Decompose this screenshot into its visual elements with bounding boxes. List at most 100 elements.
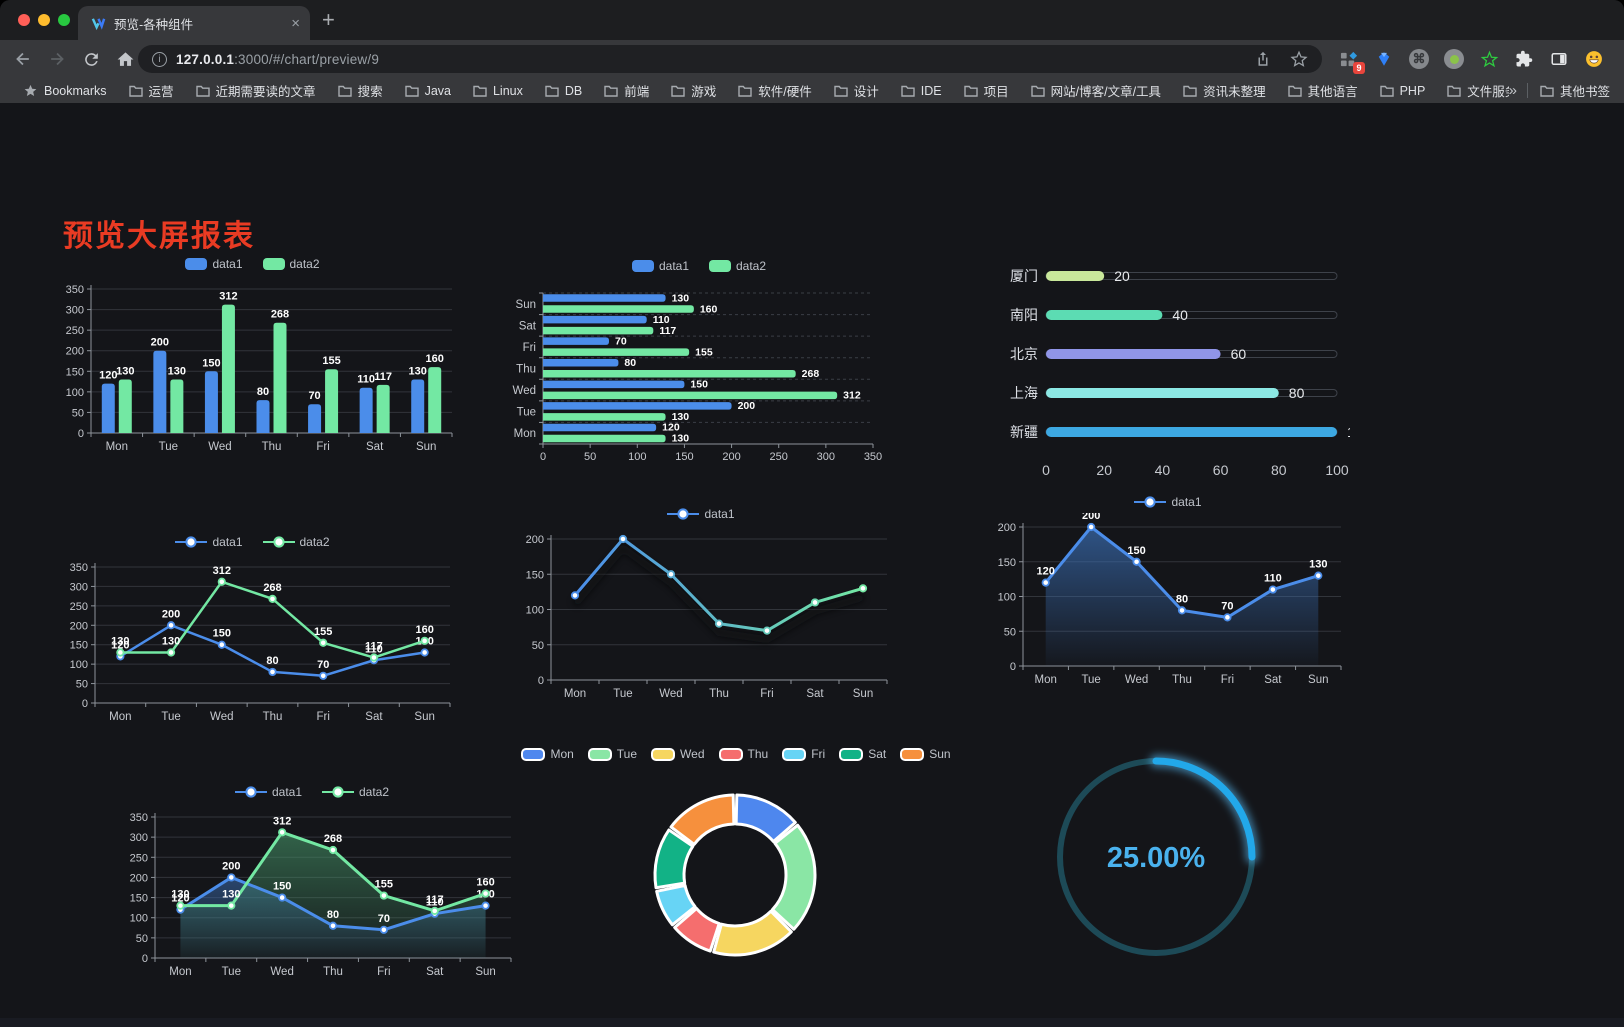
legend-item-data1[interactable]: data1 <box>234 785 302 799</box>
svg-text:200: 200 <box>722 451 740 463</box>
svg-text:200: 200 <box>1082 513 1100 522</box>
legend-item-Wed[interactable]: Wed <box>651 747 705 761</box>
share-icon[interactable] <box>1254 50 1272 68</box>
back-button[interactable] <box>12 48 34 70</box>
bookmark-folder[interactable]: 近期需要读的文章 <box>185 81 327 100</box>
legend-item-data2[interactable]: data2 <box>262 535 330 549</box>
bookmark-folder[interactable]: 资讯未整理 <box>1172 81 1277 100</box>
chart-line-gradient[interactable]: data1 0 50 100 150 200 Mon Tue Wed Thu Fri Sat Sun <box>505 503 897 713</box>
svg-text:Thu: Thu <box>516 364 536 376</box>
extensions-puzzle-icon[interactable] <box>1513 48 1535 70</box>
svg-text:Tue: Tue <box>222 966 241 978</box>
chart-bar-horizontal[interactable]: data1 data2 Sun Sat Fri Thu Wed Tue Mon 0 50 100 150… <box>503 255 895 467</box>
bookmark-folder[interactable]: 项目 <box>953 81 1020 100</box>
window-close-button[interactable] <box>18 14 30 26</box>
emoji-extension-icon[interactable] <box>1583 48 1605 70</box>
chart-bar-vertical[interactable]: data1 data2 0 50 100 150 200 250 300 350 Mon Tue Wed… <box>45 253 460 465</box>
bookmarks-bar: Bookmarks 运营 近期需要读的文章 搜索 Java Linux DB 前端 游戏 软件/… <box>0 78 1624 103</box>
pie-chart-canvas[interactable] <box>545 767 927 965</box>
bookmark-folder[interactable]: 搜索 <box>327 81 394 100</box>
chart-line-two[interactable]: data1 data2 0 50 100 150 200 250 300 350 Mon Tue Wed… <box>45 531 460 736</box>
legend-item-data1[interactable]: data1 <box>631 259 689 273</box>
capsule-chart-canvas[interactable]: 厦门 20 南阳 40 北京 60 上海 80 新疆 100 0 20 40 60 80 100 <box>998 261 1350 483</box>
svg-text:268: 268 <box>324 833 342 845</box>
bookmark-folder[interactable]: 文件服务器 <box>1436 81 1509 100</box>
svg-text:Tue: Tue <box>517 407 536 419</box>
side-panel-icon[interactable] <box>1548 48 1570 70</box>
bookmark-folder[interactable]: 软件/硬件 <box>727 81 822 100</box>
extension-grid-icon[interactable]: 9 <box>1338 48 1365 74</box>
legend-item-Tue[interactable]: Tue <box>587 747 637 761</box>
legend-item-data1[interactable]: data1 <box>667 507 735 521</box>
bookmark-folder[interactable]: 其他语言 <box>1277 81 1369 100</box>
line-chart-canvas[interactable]: 0 50 100 150 200 Mon Tue Wed Thu Fri Sat Sun 120 200 1… <box>985 513 1351 699</box>
legend-item-data1[interactable]: data1 <box>175 535 243 549</box>
bookmarks-root-folder[interactable]: Bookmarks <box>12 83 118 98</box>
bookmark-folder[interactable]: 网站/博客/文章/工具 <box>1020 81 1172 100</box>
bookmark-folder-label: 设计 <box>853 85 879 99</box>
legend-item-data2[interactable]: data2 <box>322 785 389 799</box>
bookmark-folder[interactable]: IDE <box>890 84 953 98</box>
folder-icon <box>195 85 210 97</box>
svg-text:130: 130 <box>168 366 186 378</box>
svg-text:Sat: Sat <box>1264 674 1282 686</box>
bookmark-folder[interactable]: DB <box>534 84 593 98</box>
bookmark-star-icon[interactable] <box>1290 50 1308 68</box>
line-chart-canvas[interactable]: 0 50 100 150 200 250 300 350 Mon Tue Wed Thu Fri Sat S… <box>45 553 460 736</box>
chart-pie[interactable]: Mon Tue Wed Thu Fri Sat Sun <box>521 741 951 965</box>
folder-icon <box>337 85 352 97</box>
svg-text:南阳: 南阳 <box>1010 307 1038 323</box>
chart-area-double[interactable]: data1 data2 0 50 100 150 200 250 300 350 Mon Tue Wed… <box>103 781 521 991</box>
forward-button[interactable] <box>46 48 68 70</box>
legend-item-data1[interactable]: data1 <box>185 257 243 271</box>
recorder-extension-icon[interactable] <box>1443 48 1465 70</box>
legend-item-data1[interactable]: data1 <box>1134 495 1202 509</box>
star-extension-icon[interactable] <box>1478 48 1500 70</box>
bookmarks-overflow-chevron[interactable]: » <box>1508 82 1517 99</box>
bar-chart-canvas[interactable]: Sun Sat Fri Thu Wed Tue Mon 0 50 100 150 200 250 300 3… <box>503 277 895 467</box>
legend-item-Sat[interactable]: Sat <box>839 747 886 761</box>
svg-text:150: 150 <box>202 357 220 369</box>
bookmark-folder[interactable]: Linux <box>462 84 534 98</box>
svg-text:上海: 上海 <box>1010 385 1038 401</box>
other-bookmarks-folder[interactable]: 其他书签 <box>1538 81 1612 100</box>
chart-capsule[interactable]: 厦门 20 南阳 40 北京 60 上海 80 新疆 100 0 20 40 60 80 100 <box>998 261 1350 483</box>
home-button[interactable] <box>114 48 136 70</box>
folder-icon <box>671 85 685 97</box>
command-extension-icon[interactable]: ⌘ <box>1408 48 1430 70</box>
reload-button[interactable] <box>80 48 102 70</box>
window-minimize-button[interactable] <box>38 14 50 26</box>
bookmark-folder[interactable]: 运营 <box>118 81 185 100</box>
chart-legend: data1 data2 <box>503 255 895 277</box>
chart-area-single[interactable]: data1 0 50 100 150 200 Mon Tue Wed Thu Fri Sat Sun 12… <box>985 491 1351 699</box>
gauge-chart-canvas[interactable]: 25.00% <box>1040 745 1274 969</box>
window-zoom-button[interactable] <box>58 14 70 26</box>
line-chart-canvas[interactable]: 0 50 100 150 200 250 300 350 Mon Tue Wed Thu Fri Sat S… <box>103 803 521 991</box>
tab-close-button[interactable]: × <box>291 14 300 32</box>
legend-item-Thu[interactable]: Thu <box>718 747 768 761</box>
bookmark-folder[interactable]: 前端 <box>593 81 660 100</box>
svg-text:160: 160 <box>700 303 718 315</box>
bookmark-folder[interactable]: PHP <box>1369 84 1437 98</box>
chart-legend: data1 <box>505 503 897 525</box>
legend-item-data2[interactable]: data2 <box>709 259 766 273</box>
bookmark-folder[interactable]: 游戏 <box>660 81 727 100</box>
line-chart-canvas[interactable]: 0 50 100 150 200 Mon Tue Wed Thu Fri Sat Sun <box>505 525 897 713</box>
gem-extension-icon[interactable] <box>1373 48 1395 70</box>
menu-icon[interactable]: ⋮ <box>1618 48 1624 70</box>
legend-item-Mon[interactable]: Mon <box>521 747 574 761</box>
bar-chart-canvas[interactable]: 0 50 100 150 200 250 300 350 Mon Tue Wed Thu Fri Sat S… <box>45 275 460 465</box>
svg-text:70: 70 <box>308 390 320 402</box>
address-bar[interactable]: i 127.0.0.1:3000/#/chart/preview/9 <box>138 45 1322 73</box>
legend-item-Sun[interactable]: Sun <box>900 747 951 761</box>
svg-text:80: 80 <box>266 655 278 667</box>
browser-tab[interactable]: 预览-各种组件 × <box>78 6 310 40</box>
bookmark-folder[interactable]: Java <box>394 84 462 98</box>
legend-item-data2[interactable]: data2 <box>262 257 320 271</box>
bookmark-folder[interactable]: 设计 <box>823 81 890 100</box>
chart-gauge[interactable]: 25.00% <box>1040 745 1274 969</box>
svg-text:150: 150 <box>70 640 88 652</box>
site-info-icon[interactable]: i <box>152 51 167 67</box>
legend-item-Fri[interactable]: Fri <box>782 747 825 761</box>
new-tab-button[interactable]: + <box>322 7 335 32</box>
